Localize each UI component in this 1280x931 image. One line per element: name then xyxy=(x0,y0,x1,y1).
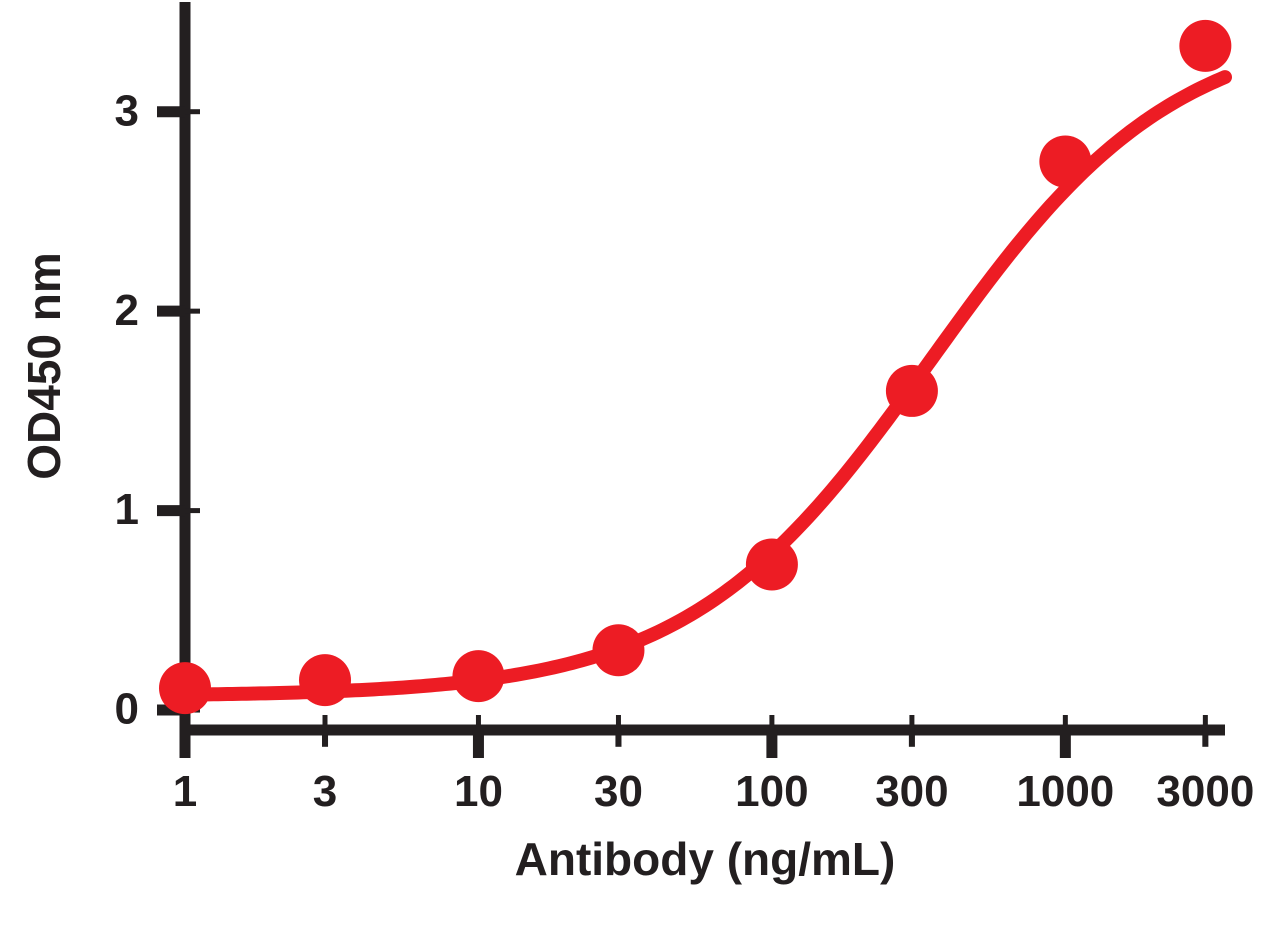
x-tick-label: 1 xyxy=(173,767,197,816)
dose-response-chart: 012313103010030010003000Antibody (ng/mL)… xyxy=(0,0,1280,931)
y-tick-label: 3 xyxy=(115,86,139,135)
x-tick-label: 30 xyxy=(594,767,643,816)
chart-container: 012313103010030010003000Antibody (ng/mL)… xyxy=(0,0,1280,931)
x-axis-label: Antibody (ng/mL) xyxy=(515,833,896,885)
data-marker xyxy=(1039,136,1091,188)
y-tick-label: 0 xyxy=(115,685,139,734)
x-tick-label: 3000 xyxy=(1156,767,1254,816)
data-marker xyxy=(592,624,644,676)
x-tick-label: 3 xyxy=(313,767,337,816)
y-tick-label: 1 xyxy=(115,485,139,534)
data-marker xyxy=(746,538,798,590)
data-marker xyxy=(1179,20,1231,72)
x-tick-label: 1000 xyxy=(1016,767,1114,816)
x-tick-label: 300 xyxy=(875,767,948,816)
x-tick-label: 100 xyxy=(735,767,808,816)
data-marker xyxy=(886,365,938,417)
y-axis-label: OD450 nm xyxy=(18,252,70,480)
data-marker xyxy=(159,662,211,714)
data-marker xyxy=(299,654,351,706)
data-marker xyxy=(452,650,504,702)
y-tick-label: 2 xyxy=(115,286,139,335)
x-tick-label: 10 xyxy=(454,767,503,816)
